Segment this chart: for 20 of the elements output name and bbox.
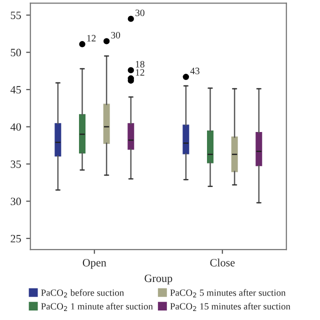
y-tick-label: 45 — [10, 86, 21, 94]
x-tick-label: Open — [82, 258, 106, 269]
legend-label: PaCO$_{2}$ before suction — [41, 289, 124, 298]
legend-label: PaCO$_{2}$ 1 minute after suction — [41, 302, 153, 311]
x-axis-title: Group — [144, 274, 172, 284]
x-tick-label: Close — [210, 258, 235, 266]
legend-label: PaCO$_{2}$ 5 minutes after suction — [170, 289, 286, 298]
y-tick-label: 35 — [10, 160, 21, 168]
annotation: 43 — [190, 68, 200, 74]
annotation: 30 — [111, 32, 120, 38]
y-tick-label: 30 — [10, 198, 21, 206]
annotation: 18 — [136, 60, 144, 68]
annotation: 30 — [136, 10, 144, 16]
annotation: 12 — [87, 34, 96, 42]
annotation: 12 — [136, 69, 144, 76]
legend-label: PaCO$_{2}$ 15 minutes after suction — [170, 302, 290, 311]
y-tick-label: 50 — [10, 48, 21, 56]
y-tick-label: 55 — [10, 12, 21, 20]
y-tick-label: 25 — [10, 234, 21, 242]
y-tick-label: 40 — [10, 123, 21, 131]
